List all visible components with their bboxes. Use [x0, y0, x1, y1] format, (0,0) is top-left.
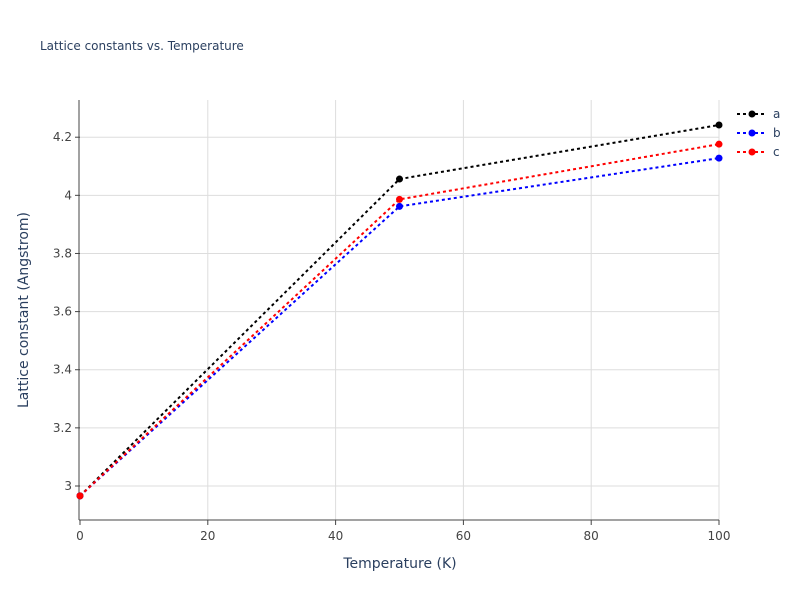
x-tick-label: 0	[76, 529, 84, 543]
x-tick-label: 80	[584, 529, 599, 543]
y-axis-title: Lattice constant (Angstrom)	[16, 212, 32, 408]
x-tick-label: 60	[456, 529, 471, 543]
y-tick-label: 3.4	[53, 363, 72, 377]
legend-marker	[748, 110, 756, 118]
y-tick-label: 3.6	[53, 305, 72, 319]
y-tick-label: 3.8	[53, 246, 72, 260]
legend-label: b	[773, 126, 781, 140]
x-axis-title: Temperature (K)	[342, 556, 456, 572]
chart-title: Lattice constants vs. Temperature	[40, 39, 244, 53]
legend-label: c	[773, 145, 780, 159]
x-tick-label: 20	[200, 529, 215, 543]
data-point	[715, 140, 723, 148]
x-tick-label: 40	[328, 529, 343, 543]
data-point	[715, 121, 723, 129]
y-tick-label: 4	[64, 188, 72, 202]
legend-marker	[748, 148, 756, 156]
y-tick-label: 3.2	[53, 421, 72, 435]
y-tick-label: 3	[64, 479, 72, 493]
data-point	[396, 175, 403, 183]
data-point	[396, 195, 403, 203]
data-point	[76, 492, 84, 500]
x-tick-label: 100	[708, 529, 731, 543]
data-point	[715, 154, 723, 162]
legend-marker	[748, 129, 756, 137]
data-point	[396, 202, 403, 210]
y-tick-label: 4.2	[53, 130, 72, 144]
legend-label: a	[773, 107, 780, 121]
series-line	[79, 143, 720, 497]
